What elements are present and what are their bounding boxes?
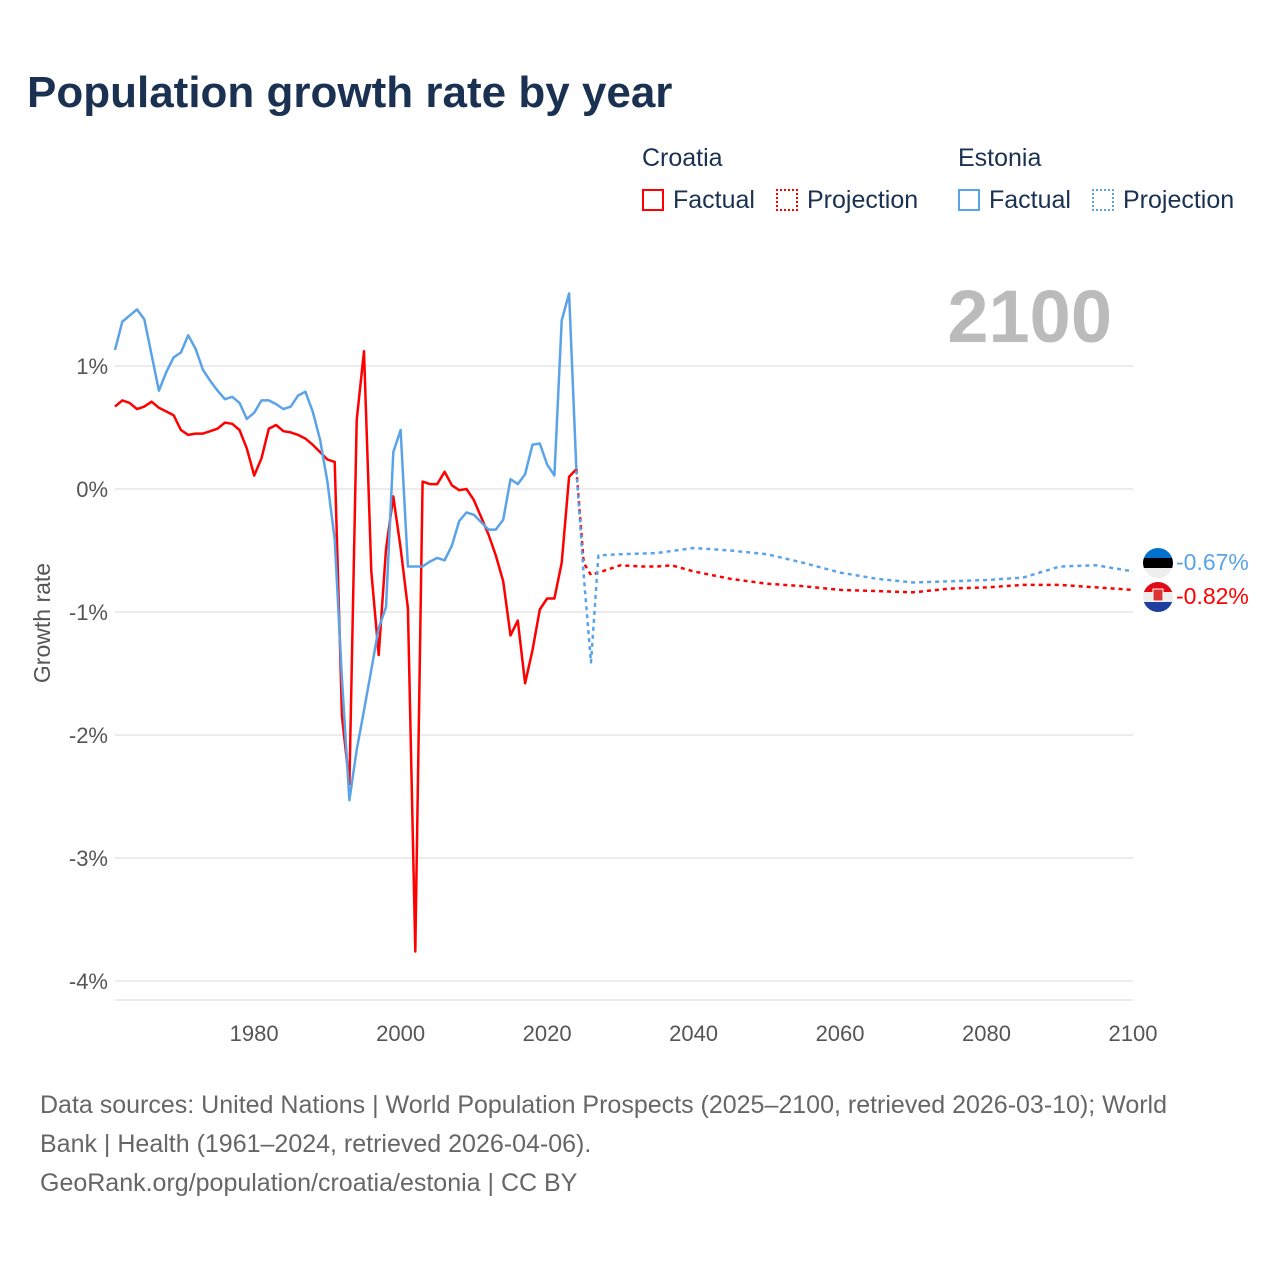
estonia-flag-icon xyxy=(1143,548,1173,578)
series-line-estonia-factual xyxy=(113,292,578,802)
legend-swatch-croatia-projection[interactable] xyxy=(776,189,798,211)
year-overlay: 2100 xyxy=(947,275,1112,358)
y-tick-label: -2% xyxy=(69,723,108,748)
x-tick-label: 1980 xyxy=(230,1021,279,1046)
end-label-croatia: -0.82% xyxy=(1176,583,1249,609)
footer-sources-line2: Bank | Health (1961–2024, retrieved 2026… xyxy=(40,1130,592,1158)
series-line-croatia-projection xyxy=(575,469,1134,594)
x-tick-label: 2020 xyxy=(523,1021,572,1046)
y-tick-label: -4% xyxy=(69,969,108,994)
y-tick-label: 1% xyxy=(76,354,108,379)
y-tick-label: -3% xyxy=(69,846,108,871)
legend-swatch-estonia-factual[interactable] xyxy=(958,189,980,211)
footer-link[interactable]: GeoRank.org/population/croatia/estonia |… xyxy=(40,1169,578,1197)
x-tick-label: 2100 xyxy=(1109,1021,1158,1046)
end-label-estonia: -0.67% xyxy=(1176,549,1249,575)
legend-label-estonia-projection[interactable]: Projection xyxy=(1123,186,1235,214)
legend-swatch-croatia-factual[interactable] xyxy=(642,189,664,211)
series-line-croatia-factual xyxy=(114,349,578,953)
y-tick-label: -1% xyxy=(69,600,108,625)
legend-label-croatia-factual[interactable]: Factual xyxy=(673,186,755,214)
x-tick-label: 2060 xyxy=(816,1021,865,1046)
legend-group-estonia: Estonia xyxy=(958,144,1042,172)
legend-group-croatia: Croatia xyxy=(642,144,723,172)
chart-title: Population growth rate by year xyxy=(27,68,673,117)
y-tick-label: 0% xyxy=(76,477,108,502)
x-tick-label: 2040 xyxy=(669,1021,718,1046)
x-tick-label: 2080 xyxy=(962,1021,1011,1046)
legend-label-croatia-projection[interactable]: Projection xyxy=(807,186,919,214)
legend-label-estonia-factual[interactable]: Factual xyxy=(989,186,1071,214)
y-axis-label: Growth rate xyxy=(29,563,55,683)
x-tick-label: 2000 xyxy=(376,1021,425,1046)
footer-sources-line1: Data sources: United Nations | World Pop… xyxy=(40,1091,1168,1119)
series-line-estonia-projection xyxy=(575,470,1134,664)
croatia-flag-icon xyxy=(1143,582,1173,612)
legend-swatch-estonia-projection[interactable] xyxy=(1092,189,1114,211)
